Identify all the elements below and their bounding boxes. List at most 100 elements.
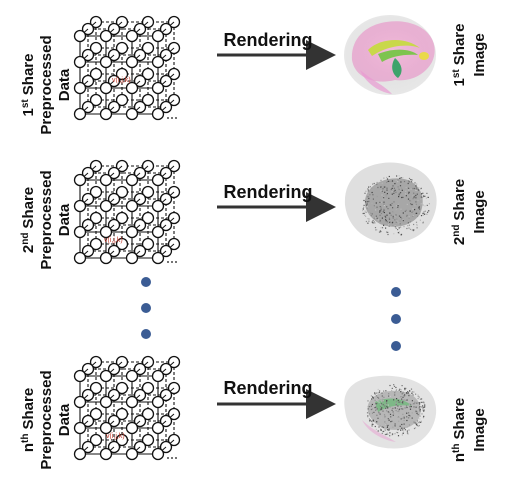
noise-speck: [393, 187, 395, 189]
row-3-arrow-label: Rendering: [223, 378, 312, 398]
lattice-node: [73, 421, 87, 435]
noise-speck: [375, 229, 377, 231]
noise-speck: [385, 423, 387, 426]
noise-speck: [393, 192, 395, 194]
lattice-node: [141, 211, 155, 225]
noise-speck: [371, 187, 373, 189]
noise-speck: [376, 183, 378, 185]
noise-speck: [418, 187, 420, 189]
dot: [141, 329, 151, 339]
noise-speck: [386, 410, 388, 412]
noise-speck: [392, 217, 394, 219]
noise-speck: [415, 402, 417, 404]
noise-speck: [405, 410, 407, 412]
noise-speck: [375, 399, 377, 401]
noise-speck: [413, 406, 415, 408]
lattice-node: [73, 225, 87, 239]
row-3-voxel-label: v(i,j,k): [106, 433, 125, 440]
noise-speck: [376, 421, 378, 423]
noise-speck: [386, 426, 388, 428]
noise-speck: [422, 407, 424, 409]
noise-speck: [412, 215, 414, 217]
lattice-node: [141, 41, 155, 55]
noise-speck: [391, 202, 393, 205]
noise-speck: [398, 193, 400, 195]
row-3-left-suffix: th: [20, 434, 31, 443]
noise-speck: [394, 433, 396, 435]
noise-speck: [415, 187, 418, 189]
noise-speck: [397, 205, 399, 207]
noise-speck: [426, 204, 428, 206]
noise-speck: [386, 405, 388, 408]
noise-speck: [362, 212, 364, 215]
noise-speck: [403, 423, 405, 425]
noise-speck: [365, 220, 367, 223]
noise-speck: [416, 420, 419, 422]
noise-speck: [364, 192, 366, 194]
noise-speck: [417, 425, 419, 427]
noise-speck: [401, 385, 403, 387]
noise-speck: [415, 201, 417, 203]
noise-speck: [422, 192, 424, 194]
noise-speck: [395, 431, 398, 433]
noise-speck: [402, 408, 404, 410]
lattice-node: [73, 447, 87, 461]
noise-speck: [389, 384, 391, 387]
noise-speck: [385, 407, 387, 409]
noise-speck: [406, 430, 408, 432]
noise-speck: [421, 413, 423, 415]
noise-speck: [367, 400, 369, 402]
noise-speck: [422, 406, 424, 408]
noise-speck: [416, 227, 418, 229]
noise-speck: [373, 411, 375, 413]
noise-speck: [376, 402, 378, 405]
lattice-node: [99, 395, 113, 409]
noise-speck: [369, 420, 371, 422]
noise-speck: [383, 390, 385, 392]
noise-speck: [410, 404, 412, 406]
noise-speck: [400, 210, 403, 212]
noise-speck: [380, 403, 383, 405]
svg-text:1stShare: 1st Share: [20, 54, 38, 117]
noise-speck: [397, 206, 399, 208]
continuation-dots-right: [391, 287, 401, 351]
noise-speck: [372, 222, 374, 224]
noise-speck: [383, 177, 385, 179]
noise-speck: [367, 190, 369, 192]
noise-speck: [414, 411, 416, 413]
noise-speck: [407, 433, 409, 435]
noise-speck: [375, 395, 378, 397]
noise-speck: [404, 429, 406, 431]
noise-speck: [394, 181, 396, 183]
noise-speck: [369, 194, 371, 196]
noise-speck: [426, 213, 428, 215]
noise-speck: [398, 227, 400, 229]
noise-speck: [373, 182, 375, 185]
noise-speck: [417, 395, 419, 397]
noise-speck: [414, 401, 416, 403]
lattice-node: [115, 433, 129, 447]
noise-speck: [390, 188, 392, 191]
noise-speck: [408, 177, 411, 180]
noise-speck: [368, 212, 370, 215]
noise-speck: [402, 402, 404, 404]
noise-speck: [391, 221, 394, 223]
noise-speck: [397, 186, 399, 188]
noise-speck: [382, 416, 384, 418]
noise-speck: [380, 201, 382, 203]
noise-speck: [380, 208, 382, 210]
noise-speck: [425, 197, 427, 199]
lattice-node: [115, 237, 129, 251]
noise-speck: [371, 213, 373, 215]
noise-speck: [385, 390, 387, 392]
lattice-node: [151, 369, 165, 383]
noise-speck: [417, 394, 419, 396]
noise-speck: [420, 203, 422, 205]
noise-speck: [374, 392, 376, 394]
noise-speck: [412, 215, 414, 217]
noise-speck: [403, 180, 406, 183]
lattice-node: [141, 93, 155, 107]
noise-speck: [386, 402, 388, 404]
noise-speck: [380, 400, 383, 402]
noise-speck: [400, 391, 402, 393]
